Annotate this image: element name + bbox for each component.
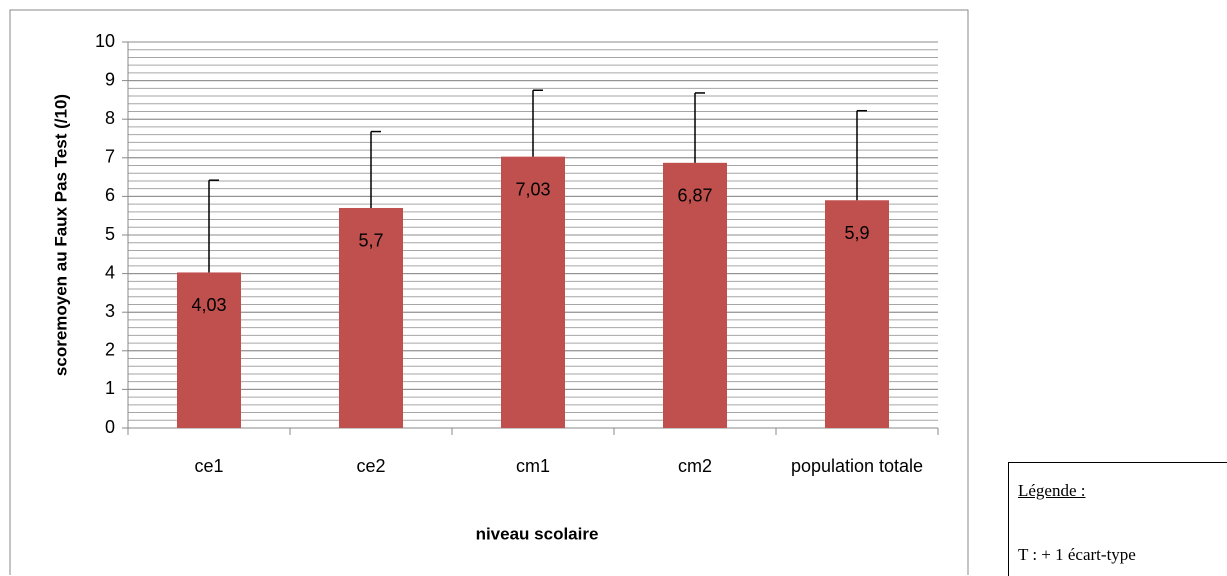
y-tick-label: 3 xyxy=(105,301,115,321)
legend-text: T : + 1 écart-type xyxy=(1018,545,1136,564)
data-label: 5,7 xyxy=(358,231,383,251)
y-tick-label: 1 xyxy=(105,378,115,398)
y-tick-label: 8 xyxy=(105,108,115,128)
data-label: 5,9 xyxy=(844,223,869,243)
y-tick-label: 5 xyxy=(105,224,115,244)
y-tick-label: 9 xyxy=(105,69,115,89)
y-tick-label: 0 xyxy=(105,417,115,437)
y-axis-title: scoremoyen au Faux Pas Test (/10) xyxy=(51,94,70,376)
y-tick-label: 7 xyxy=(105,147,115,167)
x-tick-label: cm1 xyxy=(515,456,550,476)
x-tick-label: ce1 xyxy=(194,456,224,476)
y-tick-label: 6 xyxy=(105,185,115,205)
bar xyxy=(339,207,403,428)
data-label: 6,87 xyxy=(677,186,712,206)
y-tick-label: 2 xyxy=(105,340,115,360)
data-label: 4,03 xyxy=(191,295,226,315)
data-label: 7,03 xyxy=(515,179,550,199)
legend-box: Légende : T : + 1 écart-type xyxy=(1008,462,1227,576)
y-tick-label: 10 xyxy=(95,31,115,51)
bar xyxy=(177,272,241,428)
legend-title: Légende : xyxy=(1018,481,1086,500)
x-axis-title: niveau scolaire xyxy=(476,524,599,543)
bar xyxy=(663,162,727,428)
chart-frame xyxy=(9,9,969,575)
y-tick-label: 4 xyxy=(105,262,115,282)
x-tick-label: ce2 xyxy=(356,456,386,476)
x-tick-label: population totale xyxy=(790,456,924,476)
bar xyxy=(825,200,889,428)
x-tick-label: cm2 xyxy=(677,456,712,476)
bar xyxy=(501,156,565,428)
